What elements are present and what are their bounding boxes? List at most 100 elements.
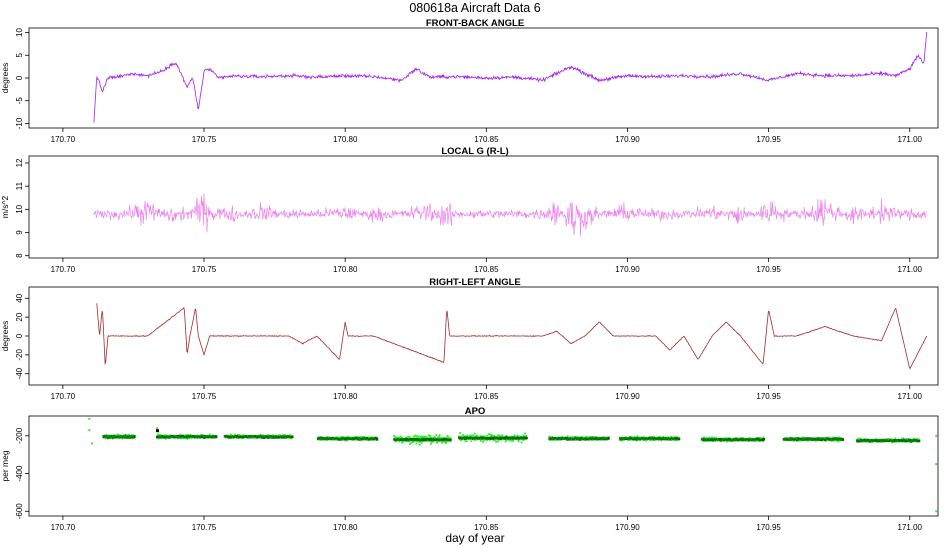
apo-point-light <box>856 441 858 443</box>
apo-point-light <box>486 435 488 437</box>
apo-point-light <box>588 436 591 438</box>
apo-point-light <box>637 439 640 441</box>
apo-point-light <box>643 436 646 439</box>
apo-point-light <box>183 437 185 440</box>
apo-point-light <box>416 436 418 439</box>
apo-point-light <box>187 434 189 436</box>
y-axis-label: degrees <box>0 63 10 94</box>
apo-point-light <box>409 437 412 440</box>
apo-point-light <box>449 436 451 439</box>
apo-point-light <box>419 435 422 438</box>
apo-point-light <box>702 437 704 440</box>
y-axis-label: m/s^2 <box>0 196 10 219</box>
apo-segment-6 <box>458 432 528 444</box>
apo-point-light <box>413 440 416 443</box>
apo-segment-3 <box>223 433 294 440</box>
apo-point-light <box>837 440 840 443</box>
apo-point-light <box>458 435 461 438</box>
apo-point-light <box>429 435 432 438</box>
apo-segment-2 <box>156 433 218 440</box>
apo-point-dark <box>133 435 136 438</box>
apo-point-light <box>828 436 830 439</box>
apo-point-light <box>278 434 281 436</box>
apo-point-light <box>473 439 476 441</box>
apo-segment-9 <box>700 436 765 443</box>
y-tick-label: 10 <box>15 204 24 213</box>
apo-point-light <box>430 441 433 444</box>
apo-point-light <box>188 437 191 439</box>
apo-point-light <box>438 435 441 438</box>
apo-point-light <box>494 439 497 442</box>
x-tick-label: 170.95 <box>756 523 781 532</box>
series-line <box>93 31 928 123</box>
apo-point-light <box>360 439 363 442</box>
apo-point-light <box>871 441 873 444</box>
apo-point-light <box>259 433 262 436</box>
apo-point-light <box>521 435 524 438</box>
apo-point-light <box>516 434 519 437</box>
apo-point-light <box>670 435 673 438</box>
apo-point-stray <box>88 417 91 420</box>
apo-point-light <box>462 434 464 436</box>
apo-point-light <box>414 434 417 437</box>
apo-point-light <box>431 436 434 439</box>
apo-point-light <box>496 434 499 437</box>
apo-point-light <box>492 435 494 438</box>
apo-point-light <box>465 440 468 443</box>
apo-point-light <box>434 437 437 439</box>
apo-point-light <box>474 432 476 435</box>
apo-point-light <box>409 443 411 445</box>
apo-segment-11 <box>856 437 921 444</box>
apo-point-light <box>703 440 706 443</box>
apo-point-light <box>495 441 498 443</box>
apo-point-light <box>894 437 897 440</box>
apo-point-light <box>437 437 440 440</box>
apo-point-light <box>508 439 511 442</box>
apo-point-light <box>438 434 441 436</box>
x-tick-label: 170.75 <box>192 135 217 144</box>
apo-point-light <box>428 434 430 437</box>
apo-point-light <box>436 441 439 444</box>
apo-point-light <box>660 439 662 442</box>
x-axis-label: day of year <box>445 531 504 545</box>
apo-point-light <box>413 436 416 439</box>
apo-point-light <box>518 438 521 441</box>
apo-point-light <box>127 433 130 436</box>
apo-point-light <box>408 435 411 438</box>
apo-point-light <box>480 435 483 437</box>
apo-point-light <box>157 433 159 436</box>
apo-point-stray <box>935 510 938 513</box>
apo-point-light <box>408 437 411 439</box>
series-group <box>93 31 928 123</box>
apo-point-light <box>401 437 404 439</box>
x-tick-label: 170.70 <box>51 523 76 532</box>
x-tick-label: 170.80 <box>333 265 358 274</box>
apo-point-light <box>460 439 463 441</box>
apo-point-light <box>446 440 449 442</box>
panel-1: FRONT-BACK ANGLE 170.70 170.75 170.80 170.85… <box>0 18 939 144</box>
apo-point-light <box>441 441 444 444</box>
apo-point-light <box>341 436 343 438</box>
apo-point-light <box>917 438 920 441</box>
y-axis-label: degrees <box>0 321 10 352</box>
apo-point-light <box>234 433 236 436</box>
apo-point-dark <box>525 436 528 440</box>
apo-point-light <box>417 435 420 438</box>
apo-point-light <box>887 438 890 440</box>
apo-point-light <box>419 441 421 443</box>
y-tick-label: -20 <box>15 349 24 361</box>
x-tick-label: 170.75 <box>192 265 217 274</box>
apo-point-light <box>459 432 462 434</box>
apo-point-light <box>415 440 418 443</box>
apo-point-stray <box>156 427 158 430</box>
apo-point-light <box>857 437 860 440</box>
apo-segment-7 <box>548 435 610 442</box>
panels: FRONT-BACK ANGLE 170.70 170.75 170.80 170.85… <box>0 18 939 532</box>
apo-point-light <box>470 440 473 443</box>
apo-point-light <box>475 438 478 441</box>
y-axis-label: per meg <box>0 450 10 481</box>
apo-point-light <box>585 435 588 438</box>
apo-point-stray <box>935 434 938 437</box>
